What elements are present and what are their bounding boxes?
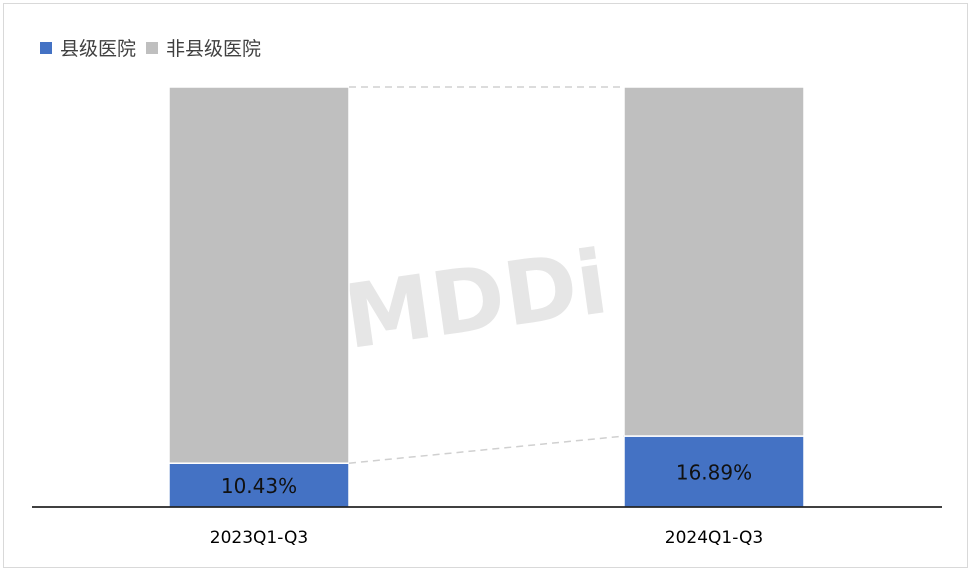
legend-label-county: 县级医院 (60, 38, 137, 60)
legend-item-non-county: 非县级医院 (146, 34, 261, 61)
bar-county-1 (623, 435, 805, 508)
watermark-logo: MDDi (338, 230, 614, 369)
series-line-county (348, 435, 625, 464)
bar-non-county-1 (623, 86, 805, 437)
data-label-0: 10.43% (221, 474, 297, 498)
legend: 县级医院 非县级医院 (40, 34, 271, 61)
bar-non-county-0 (168, 86, 350, 464)
chart-frame (3, 3, 968, 568)
x-tick-label-0: 2023Q1-Q3 (210, 528, 308, 548)
x-tick-label-1: 2024Q1-Q3 (665, 528, 763, 548)
legend-item-county: 县级医院 (40, 34, 136, 61)
data-label-1: 16.89% (676, 461, 752, 485)
legend-swatch-non-county (146, 41, 159, 54)
legend-label-non-county: 非县级医院 (166, 38, 262, 60)
bar-county-0 (168, 462, 350, 508)
legend-swatch-county (40, 41, 52, 54)
